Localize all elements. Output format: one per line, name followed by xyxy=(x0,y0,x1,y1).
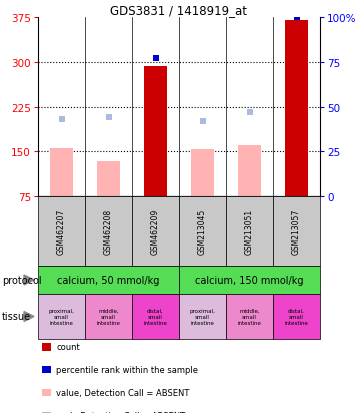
Text: percentile rank within the sample: percentile rank within the sample xyxy=(56,366,198,374)
Text: calcium, 150 mmol/kg: calcium, 150 mmol/kg xyxy=(195,275,304,285)
Text: proximal,
small
intestine: proximal, small intestine xyxy=(190,309,216,325)
Text: value, Detection Call = ABSENT: value, Detection Call = ABSENT xyxy=(56,388,190,397)
Text: calcium, 50 mmol/kg: calcium, 50 mmol/kg xyxy=(57,275,160,285)
Text: distal,
small
intestine: distal, small intestine xyxy=(284,309,308,325)
Bar xyxy=(97,162,120,197)
Bar xyxy=(144,67,167,197)
Bar xyxy=(238,145,261,197)
Bar xyxy=(50,149,73,197)
Text: tissue: tissue xyxy=(2,312,31,322)
Bar xyxy=(191,150,214,197)
Text: protocol: protocol xyxy=(2,275,42,285)
Text: distal,
small
intestine: distal, small intestine xyxy=(144,309,168,325)
Text: rank, Detection Call = ABSENT: rank, Detection Call = ABSENT xyxy=(56,411,185,413)
Bar xyxy=(285,21,308,197)
Text: proximal,
small
intestine: proximal, small intestine xyxy=(49,309,74,325)
Title: GDS3831 / 1418919_at: GDS3831 / 1418919_at xyxy=(110,4,248,17)
Text: GSM462209: GSM462209 xyxy=(151,209,160,254)
Text: count: count xyxy=(56,343,80,351)
Text: middle,
small
intestine: middle, small intestine xyxy=(96,309,121,325)
Text: middle,
small
intestine: middle, small intestine xyxy=(238,309,261,325)
Text: GSM213057: GSM213057 xyxy=(292,209,301,254)
Text: GSM462208: GSM462208 xyxy=(104,209,113,254)
Text: GSM213045: GSM213045 xyxy=(198,209,207,254)
Text: GSM213051: GSM213051 xyxy=(245,209,254,254)
Text: GSM462207: GSM462207 xyxy=(57,209,66,254)
